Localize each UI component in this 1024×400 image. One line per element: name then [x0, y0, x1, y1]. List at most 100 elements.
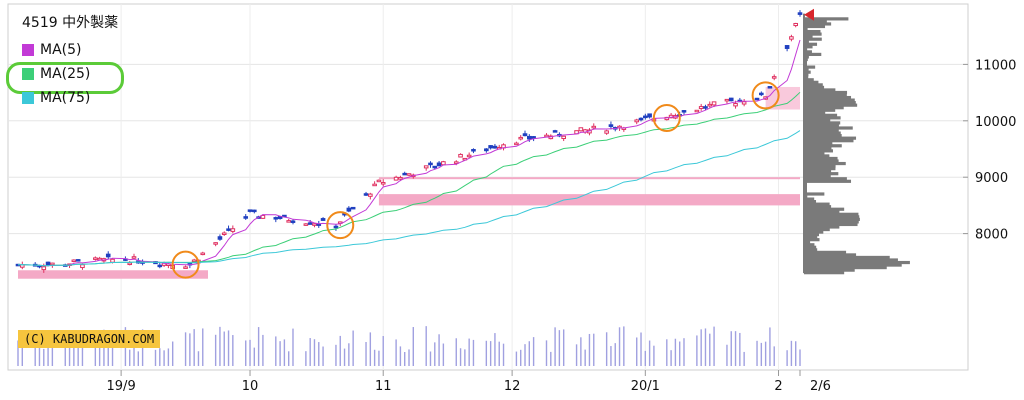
candle-body	[759, 92, 764, 96]
volume-profile	[803, 13, 910, 275]
profile-bar	[804, 136, 857, 140]
profile-bar	[804, 192, 825, 196]
x-tick-label: 19/9	[107, 379, 136, 394]
candle-body	[741, 101, 747, 105]
x-tick-label: 12	[504, 379, 521, 394]
profile-bar	[804, 111, 826, 115]
candle-body	[522, 133, 528, 137]
profile-bar	[804, 174, 831, 178]
profile-bar	[804, 106, 844, 110]
profile-bar	[804, 151, 825, 155]
profile-bar	[804, 172, 839, 176]
profile-bar	[804, 197, 815, 201]
candle-body	[441, 161, 446, 166]
candle-body	[428, 162, 433, 166]
profile-bar	[804, 123, 839, 128]
profile-bar	[804, 144, 842, 148]
legend-swatch	[22, 68, 34, 80]
profile-bar	[804, 271, 845, 275]
candle-body	[243, 216, 249, 219]
candle-body	[372, 183, 377, 187]
candle-body	[471, 149, 476, 152]
candle-body	[789, 36, 794, 40]
profile-bar	[804, 205, 832, 209]
profile-bar	[804, 156, 838, 161]
grid	[7, 3, 969, 371]
profile-bar	[804, 215, 860, 219]
candle-body	[333, 225, 339, 229]
last-price-marker	[804, 8, 814, 21]
chart-title: 4519 中外製薬	[22, 15, 119, 31]
profile-bar	[804, 88, 836, 92]
candle-body	[432, 165, 438, 169]
candle-body	[80, 264, 85, 269]
candle-body	[157, 264, 163, 268]
candle-body	[363, 193, 369, 196]
candle-body	[458, 153, 463, 158]
profile-bar	[804, 60, 807, 64]
highlight-circle	[171, 250, 200, 279]
candle-body	[703, 106, 708, 109]
candle-body	[398, 177, 403, 180]
candle-body	[307, 222, 313, 225]
profile-bar	[804, 149, 833, 153]
candle-body	[247, 209, 253, 212]
candle-body	[591, 125, 597, 129]
candle-body	[561, 135, 566, 140]
profile-bar	[804, 222, 858, 227]
profile-bar	[804, 268, 855, 272]
profile-bar	[804, 230, 824, 234]
legend-item-ma5: MA(5)	[22, 42, 82, 58]
profile-bar	[804, 62, 807, 67]
profile-bar	[804, 154, 830, 158]
legend-swatch	[22, 92, 34, 104]
profile-bar	[804, 134, 842, 138]
candle-body	[488, 145, 493, 149]
candle-body	[127, 262, 133, 266]
candle-body	[771, 76, 777, 79]
profile-bar	[804, 19, 827, 24]
profile-bar	[804, 17, 849, 21]
profile-bar	[804, 118, 831, 122]
profile-bar	[804, 263, 902, 267]
candle-body	[402, 172, 408, 176]
profile-bar	[804, 169, 832, 173]
candle-body	[544, 134, 549, 138]
profile-bar	[804, 101, 856, 105]
price-zone	[378, 194, 800, 206]
x-tick-label: 2/6	[810, 379, 831, 394]
profile-bar	[804, 50, 812, 54]
profile-bar	[804, 113, 838, 117]
candle-body	[466, 154, 472, 158]
profile-bar	[804, 131, 841, 135]
profile-bar	[804, 80, 819, 84]
profile-bar	[804, 121, 841, 125]
profile-bar	[804, 126, 853, 130]
candle-body	[93, 257, 98, 260]
profile-bar	[804, 260, 910, 265]
profile-bar	[804, 37, 822, 41]
candle-body	[608, 124, 614, 127]
profile-bar	[804, 202, 830, 206]
legend-swatch	[22, 44, 34, 56]
candle-body	[514, 142, 519, 146]
x-axis: 19/9 10 11 12 20/1 2 2/6	[107, 370, 831, 394]
profile-bar	[804, 235, 818, 239]
profile-bar	[804, 220, 859, 224]
profile-bar	[804, 70, 811, 74]
profile-bar	[804, 27, 808, 31]
profile-bar	[804, 22, 832, 26]
profile-bar	[804, 266, 887, 270]
candle-body	[767, 86, 773, 89]
candle-body	[393, 176, 399, 181]
profile-bar	[804, 83, 823, 87]
y-tick-label: 9000	[975, 171, 1008, 186]
highlight-circle	[751, 81, 780, 110]
profile-bar	[804, 179, 852, 183]
highlight-circle	[652, 103, 681, 132]
profile-bar	[804, 141, 833, 145]
candle-body	[793, 22, 799, 27]
y-tick-label: 8000	[975, 228, 1008, 243]
profile-bar	[804, 98, 855, 102]
